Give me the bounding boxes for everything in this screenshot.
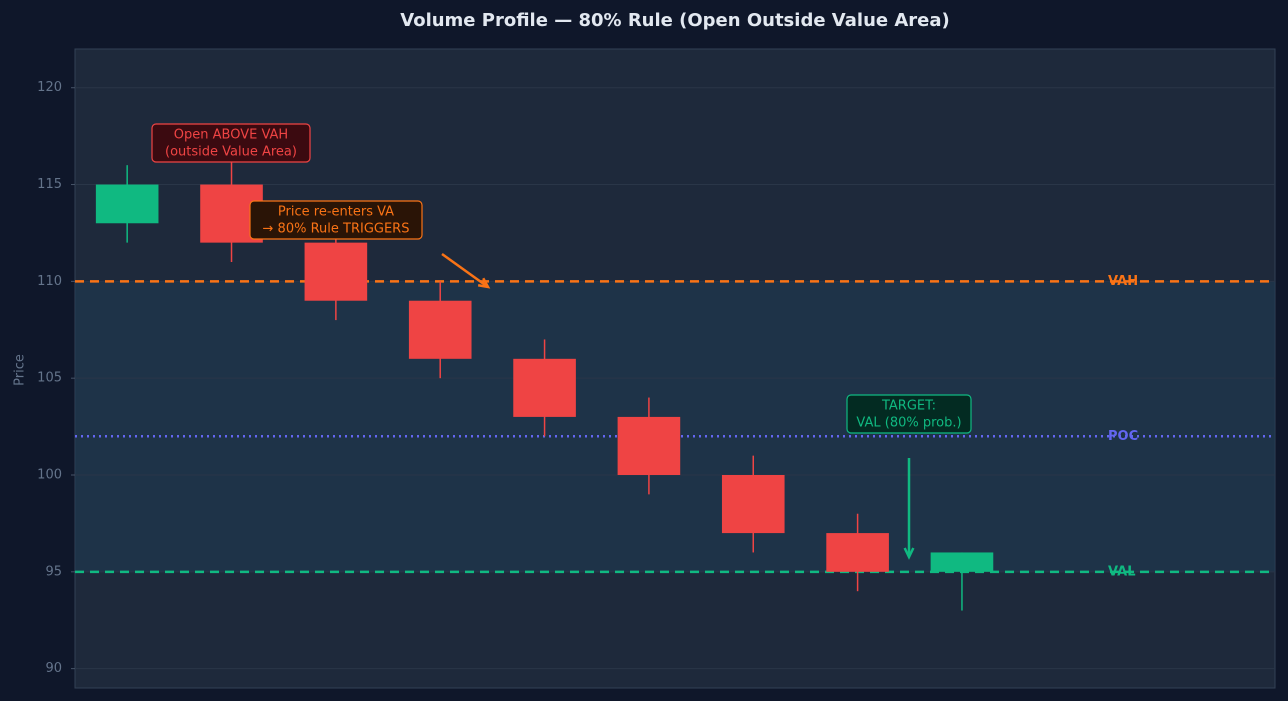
arrow-head (477, 277, 491, 289)
candle-body (304, 242, 368, 301)
candle-body (95, 184, 159, 224)
arrow-head (903, 547, 915, 560)
y-tick-label: 100 (37, 468, 62, 483)
annotation-text: Price re-enters VA (278, 205, 394, 220)
level-label: VAL (1108, 564, 1136, 579)
level-label: POC (1108, 429, 1138, 444)
annotation-box (846, 394, 972, 434)
annotation-text: TARGET: (881, 399, 936, 414)
candle-body (930, 552, 994, 572)
y-tick-label: 95 (45, 564, 62, 579)
candle-body (721, 475, 785, 534)
candle-body (408, 300, 472, 359)
annotation-text: Open ABOVE VAH (174, 128, 288, 143)
y-tick-label: 110 (37, 274, 62, 289)
annotation-text: → 80% Rule TRIGGERS (263, 222, 410, 237)
annotation-box (249, 200, 423, 240)
annotation-text: VAL (80% prob.) (856, 416, 961, 431)
y-tick-label: 105 (37, 371, 62, 386)
candle-body (617, 416, 681, 475)
annotation-box (151, 123, 311, 163)
candle-body (513, 358, 576, 417)
annotation-text: (outside Value Area) (165, 145, 297, 160)
chart-title: Volume Profile — 80% Rule (Open Outside … (400, 10, 950, 31)
y-tick-label: 90 (45, 661, 62, 676)
arrow (441, 252, 489, 289)
y-tick-label: 115 (37, 177, 62, 192)
level-label: VAH (1108, 274, 1138, 289)
candle-body (826, 533, 889, 572)
y-axis-label: Price (13, 354, 28, 386)
y-tick-label: 120 (37, 80, 62, 95)
